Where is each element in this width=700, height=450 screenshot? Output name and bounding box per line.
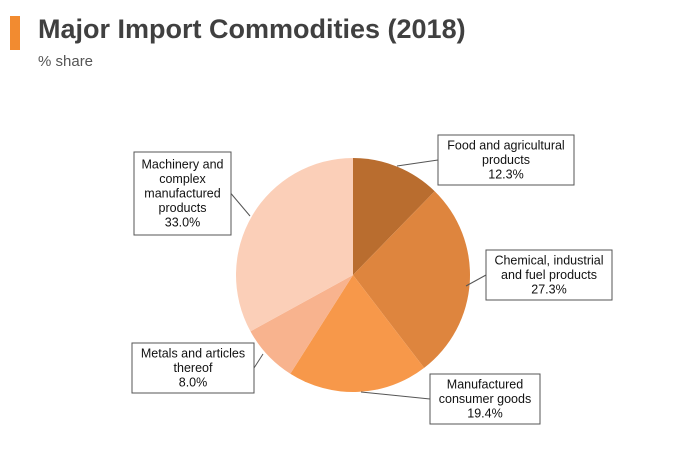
slice-value-label: 33.0% bbox=[165, 215, 200, 229]
slice-value-label: 27.3% bbox=[531, 282, 566, 296]
callout-leader-line bbox=[465, 274, 487, 287]
pie-slice-chemical-industrial-and-fuel-products bbox=[353, 191, 471, 368]
title-accent-bar bbox=[10, 16, 20, 50]
callout-box bbox=[133, 151, 232, 236]
callout-leader-line bbox=[253, 353, 264, 369]
slice-category-label: Machinery and bbox=[142, 157, 224, 171]
slice-value-label: 19.4% bbox=[467, 406, 502, 420]
slice-value-label: 8.0% bbox=[179, 375, 208, 389]
pie-slice-food-and-agricultural-products bbox=[353, 158, 435, 275]
slice-category-label: Metals and articles bbox=[141, 346, 245, 360]
callout-machinery-and-complex-manufactured-products: Machinery andcomplexmanufacturedproducts… bbox=[133, 151, 251, 236]
slice-category-label: Chemical, industrial bbox=[494, 253, 603, 267]
slice-category-label: Food and agricultural bbox=[447, 138, 564, 152]
callout-box bbox=[485, 249, 613, 301]
callout-leader-line bbox=[396, 159, 439, 167]
pie-slices bbox=[236, 158, 471, 393]
chart-title: Major Import Commodities (2018) bbox=[38, 14, 466, 44]
callout-box bbox=[131, 342, 255, 394]
slice-category-label: products bbox=[159, 201, 207, 215]
slice-category-label: manufactured bbox=[144, 186, 220, 200]
slice-value-label: 12.3% bbox=[488, 167, 523, 181]
slice-category-label: and fuel products bbox=[501, 268, 597, 282]
slice-category-label: consumer goods bbox=[439, 392, 531, 406]
callout-leader-line bbox=[230, 193, 251, 217]
callout-box bbox=[437, 134, 575, 186]
callout-box bbox=[429, 373, 541, 425]
chart-subtitle: % share bbox=[38, 53, 94, 70]
slice-category-label: products bbox=[482, 153, 530, 167]
slice-category-label: thereof bbox=[174, 361, 213, 375]
pie-slice-metals-and-articles-thereof bbox=[250, 275, 353, 374]
pie-slice-manufactured-consumer-goods bbox=[290, 275, 425, 393]
pie-callouts: Food and agriculturalproducts12.3%Chemic… bbox=[131, 134, 613, 425]
callout-leader-line bbox=[360, 391, 431, 400]
slice-category-label: Manufactured bbox=[447, 377, 523, 391]
pie-slice-machinery-and-complex-manufactured-products bbox=[236, 158, 353, 332]
slice-category-label: complex bbox=[159, 172, 206, 186]
